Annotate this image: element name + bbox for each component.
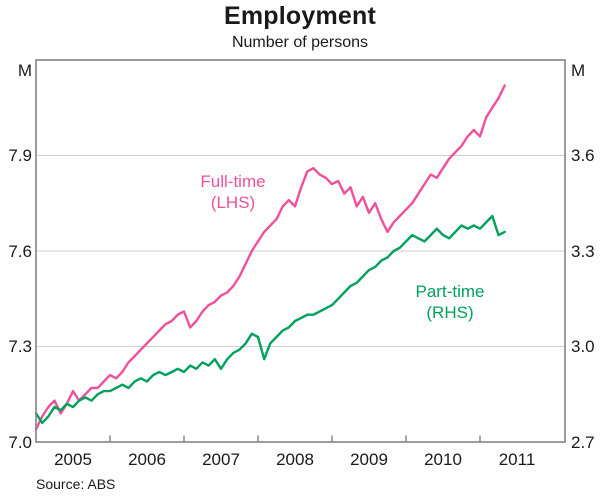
parttime-line [34,214,506,425]
plot-border [35,59,566,443]
x-axis-year-label: 2010 [424,450,462,469]
fulltime-series-label-name: Full-time [200,172,266,191]
fulltime-series-label-axis: (LHS) [210,193,256,212]
parttime-series-label: Part-time (RHS) [395,282,505,323]
x-axis-year-label: 2008 [276,450,314,469]
left-axis-unit: M [17,61,32,80]
source-note: Source: ABS [36,476,116,492]
fulltime-line [34,84,506,431]
x-axis-year-label: 2006 [128,450,166,469]
x-axis-year-label: 2011 [498,450,536,469]
left-axis-tick-label: 7.9 [8,146,32,165]
left-axis-tick-label: 7.3 [8,337,32,356]
x-axis-year-label: 2009 [350,450,388,469]
right-axis-tick-label: 3.0 [571,337,595,356]
right-axis-unit: M [571,61,586,80]
right-axis-tick-label: 3.3 [571,241,595,261]
parttime-series-label-axis: (RHS) [426,303,474,322]
parttime-series-label-name: Part-time [415,282,485,301]
right-axis-tick-label: 2.7 [571,432,595,452]
left-axis-tick-label: 7.6 [8,241,32,261]
fulltime-series-label: Full-time (LHS) [178,172,288,213]
chart-subtitle: Number of persons [231,34,369,51]
right-axis-tick-label: 3.6 [571,146,595,165]
x-axis-year-label: 2007 [202,450,240,469]
chart-title: Employment [223,2,377,30]
x-axis-year-label: 2005 [54,450,92,469]
left-axis-tick-label: 7.0 [8,432,32,452]
